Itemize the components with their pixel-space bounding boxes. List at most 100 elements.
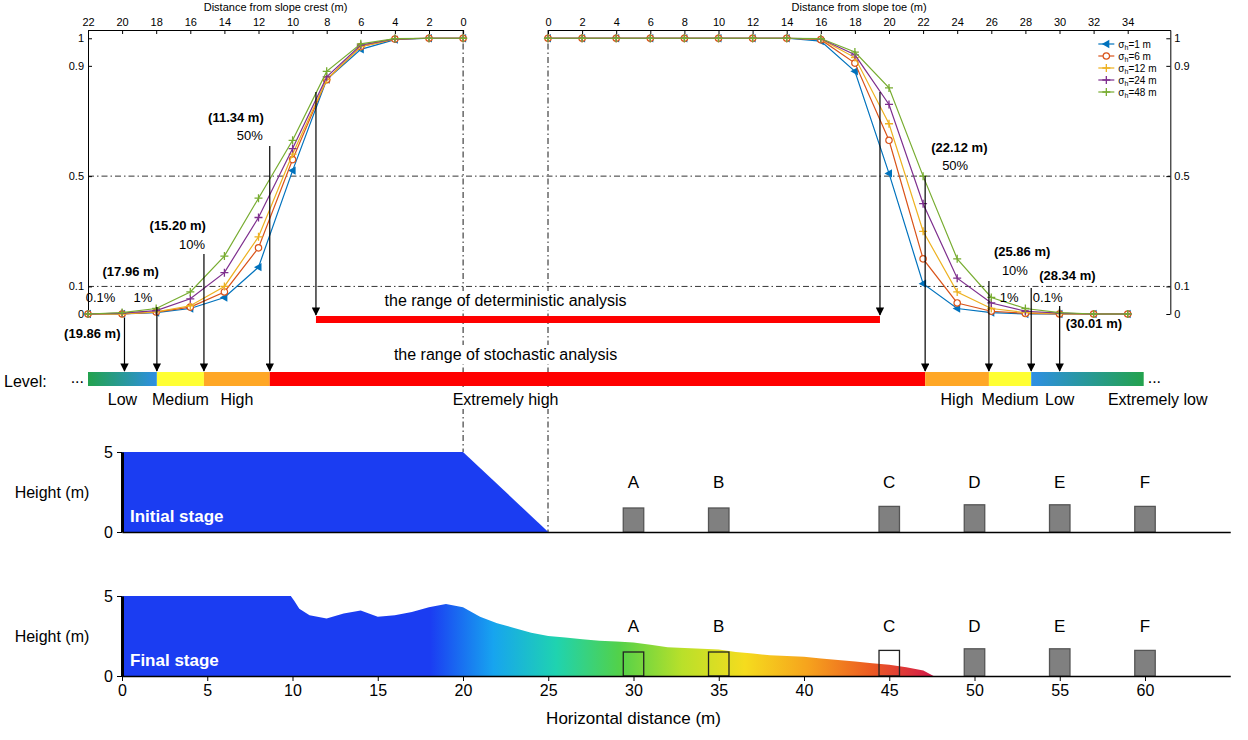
x-tick-label: 12	[747, 16, 759, 28]
marker	[84, 310, 92, 318]
x-tick: 18	[849, 16, 861, 34]
legend-label-part: =48 m	[1128, 87, 1156, 98]
annotation-arrow	[925, 176, 926, 371]
x-tick: 55	[1051, 676, 1069, 699]
marker	[715, 34, 723, 42]
annotation-probability: 10%	[1002, 263, 1028, 278]
x-tick: 0	[461, 16, 467, 34]
marker	[255, 245, 261, 251]
annotation-probability: 50%	[942, 158, 968, 173]
y-tick-label: 0	[104, 524, 113, 541]
x-tick-mark	[684, 30, 685, 34]
marker	[1055, 310, 1063, 318]
x-tick-label: 30	[1054, 16, 1066, 28]
x-axis: 0246810121416182022242628303234	[545, 16, 1170, 34]
legend-label-part: =6 m	[1128, 51, 1151, 62]
x-tick-label: 5	[203, 682, 212, 699]
marker	[1124, 310, 1132, 318]
x-tick-mark	[957, 30, 958, 34]
x-tick-mark	[378, 676, 379, 681]
marker	[885, 120, 893, 128]
y-tick: 0.5	[69, 170, 92, 182]
x-tick-mark	[429, 30, 430, 34]
annotation-probability: 1%	[133, 290, 152, 305]
x-tick-label: 20	[883, 16, 895, 28]
marker	[817, 35, 825, 43]
x-tick-mark	[1128, 30, 1129, 34]
x-tick-mark	[616, 30, 617, 34]
y-axis-line	[1170, 31, 1171, 315]
stage-area	[122, 452, 1155, 532]
level-label: Low	[108, 391, 138, 408]
marker	[460, 35, 466, 41]
reference-line	[506, 176, 1170, 177]
marker	[84, 310, 92, 318]
y-tick-label: 1	[1174, 32, 1180, 44]
marker	[885, 169, 893, 177]
x-tick: 0	[545, 16, 551, 34]
x-tick-mark	[361, 30, 362, 34]
reference-line	[506, 286, 1170, 287]
marker	[612, 34, 620, 42]
marker	[289, 136, 297, 144]
stage: ABCDEF05101520253035404550556005Height (…	[15, 588, 1231, 728]
x-tick-mark	[259, 30, 260, 34]
annotation-probability: 1%	[1000, 290, 1019, 305]
x-tick-label: 15	[369, 682, 387, 699]
x-tick-label: 6	[648, 16, 654, 28]
label-background	[382, 291, 630, 310]
x-tick-label: 16	[815, 16, 827, 28]
marker	[613, 35, 619, 41]
axis-title: Height (m)	[15, 484, 90, 501]
marker	[84, 310, 92, 318]
x-tick: 34	[1122, 16, 1134, 34]
marker	[579, 35, 585, 41]
building	[964, 649, 984, 676]
marker	[749, 34, 757, 42]
reference-line	[88, 286, 505, 287]
marker	[391, 35, 399, 43]
legend: σh=1 mσh=6 mσh=12 mσh=24 mσh=48 m	[1098, 39, 1156, 99]
x-tick: 15	[369, 676, 387, 699]
marker	[425, 34, 433, 42]
y-tick: 1	[78, 32, 92, 44]
marker	[391, 35, 399, 43]
marker	[254, 263, 262, 271]
legend-marker	[1102, 76, 1110, 84]
y-axis: 05	[104, 588, 122, 685]
legend-marker	[1102, 64, 1110, 72]
x-tick-label: 20	[455, 682, 473, 699]
deterministic-range-bar	[316, 316, 880, 323]
x-tick: 0	[118, 676, 127, 699]
x-tick-mark	[293, 676, 294, 681]
marker	[953, 255, 961, 263]
y-axis: 00.10.50.91	[1166, 31, 1189, 321]
x-tick: 2	[426, 16, 432, 34]
x-axis: 051015202530354045505560	[118, 676, 1231, 699]
y-axis: 05	[104, 444, 122, 541]
marker	[545, 35, 551, 41]
building	[623, 508, 643, 532]
legend-label-part: =24 m	[1128, 75, 1156, 86]
y-tick: 0.5	[1166, 170, 1189, 182]
annotation-arrow	[156, 307, 157, 371]
legend-label: σh=12 m	[1118, 63, 1156, 75]
annotation-probability: 50%	[237, 128, 263, 143]
building-label: B	[713, 473, 724, 492]
marker	[118, 309, 126, 317]
annotation-arrow	[203, 254, 204, 371]
marker	[544, 34, 552, 42]
marker	[84, 310, 92, 318]
x-tick-mark	[889, 676, 890, 681]
x-tick-mark	[548, 30, 549, 34]
series-line	[548, 38, 1128, 314]
x-tick-label: 55	[1051, 682, 1069, 699]
marker	[152, 304, 160, 312]
marker	[578, 34, 586, 42]
marker	[749, 35, 755, 41]
y-axis: 00.10.50.91	[69, 31, 92, 321]
x-tick: 35	[710, 676, 728, 699]
x-tick: 22	[917, 16, 929, 34]
building	[879, 650, 899, 676]
x-tick: 50	[966, 676, 984, 699]
